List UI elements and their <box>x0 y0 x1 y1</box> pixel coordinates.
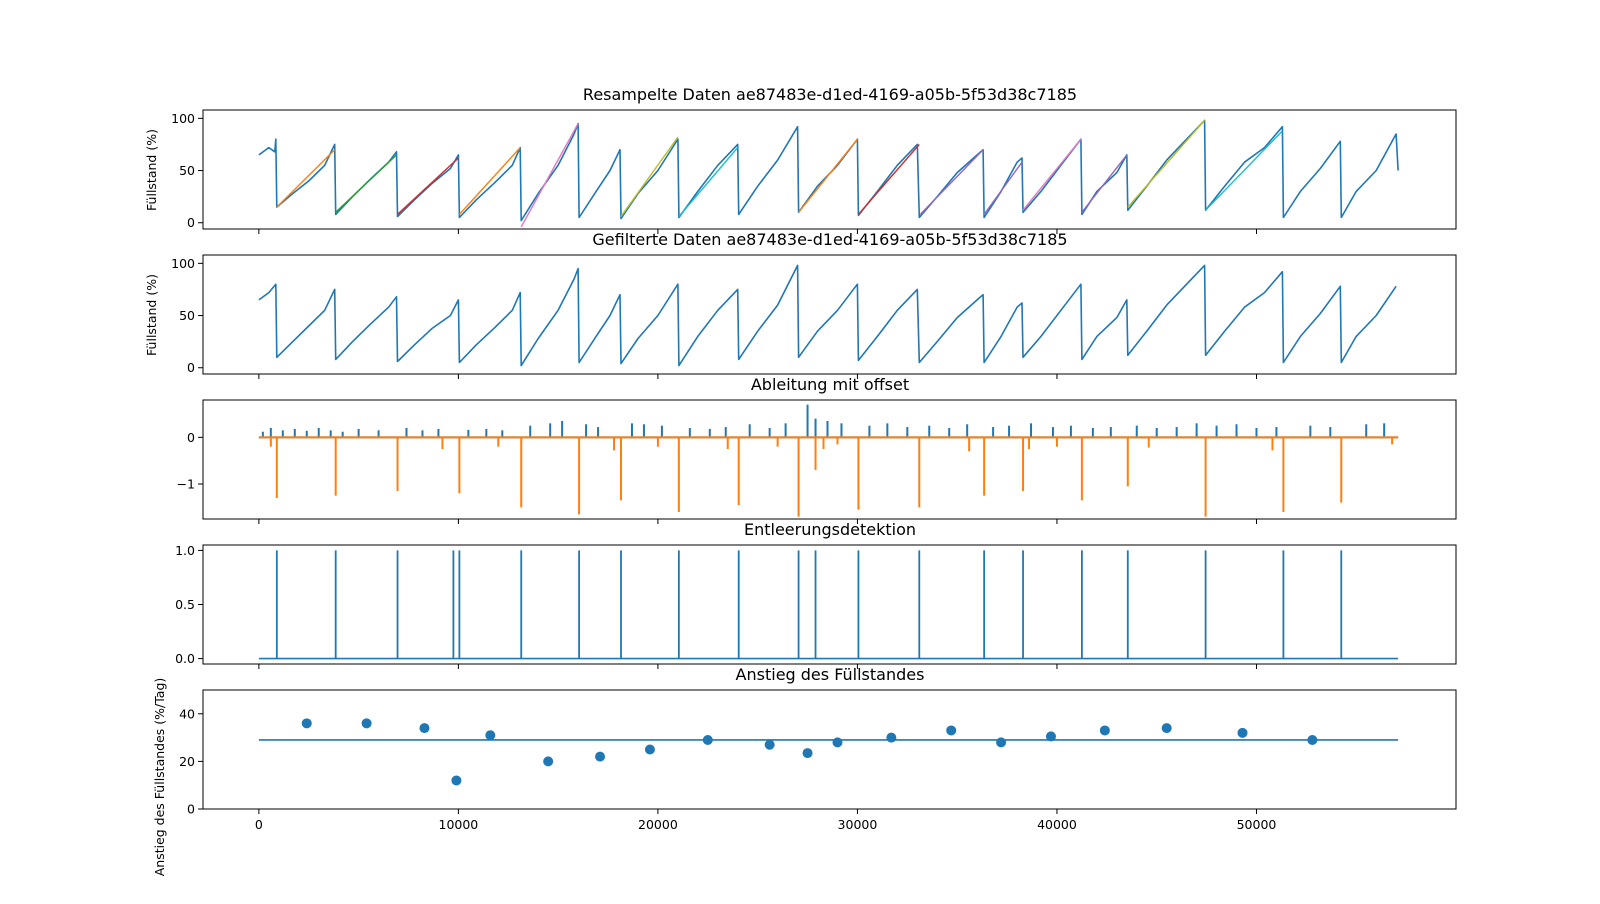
fill-rate-point <box>644 744 655 755</box>
x-tick-label: 0 <box>255 817 263 832</box>
fit-line-6 <box>620 136 679 217</box>
plot-area-1: 0 50 100 <box>171 111 1399 234</box>
fill-rate-point <box>702 734 713 745</box>
y-tick-label: 40 <box>179 706 195 721</box>
fill-rate-point <box>301 718 312 729</box>
fit-line-2 <box>335 154 397 213</box>
subplot-1-ylabel: Füllstand (%) <box>144 129 159 211</box>
x-tick-label: 10000 <box>439 817 479 832</box>
fit-line-11 <box>983 161 1023 215</box>
fit-line-9 <box>857 143 920 215</box>
fit-line-3 <box>397 157 459 215</box>
x-tick-label: 50000 <box>1237 817 1277 832</box>
fill-rate-point <box>361 718 372 729</box>
fill-rate-point <box>419 723 430 734</box>
fill-rate-point <box>1161 723 1172 734</box>
axes-frame-2 <box>202 254 1457 375</box>
y-tick-label: 0 <box>187 430 195 445</box>
fill-rate-point <box>1307 734 1318 745</box>
subplot-4-title: Entleerungsdetektion <box>744 520 916 539</box>
fit-line-14 <box>1127 119 1206 208</box>
plot-area-5: 0 20 40 0 10000 20000 30000 40000 50000 <box>179 706 1399 832</box>
fit-line-5 <box>520 123 579 228</box>
fill-rate-point <box>764 739 775 750</box>
fill-rate-point <box>595 751 606 762</box>
fit-line-8 <box>798 138 858 213</box>
x-tick-label: 20000 <box>638 817 678 832</box>
subplot-derivative: Ableitung mit offset 0 −1 <box>177 375 1457 524</box>
y-tick-label: 0 <box>187 360 195 375</box>
subplot-fill-rate: Anstieg des Füllstandes Anstieg des Füll… <box>152 665 1457 877</box>
fill-rate-point <box>946 725 957 736</box>
fill-rate-point <box>451 775 462 786</box>
fill-rate-point <box>1045 731 1056 742</box>
y-tick-label: 0.0 <box>175 651 195 666</box>
fill-rate-point <box>1099 725 1110 736</box>
y-tick-label: 100 <box>171 111 195 126</box>
subplot-1-title: Resampelte Daten ae87483e-d1ed-4169-a05b… <box>583 85 1077 104</box>
y-tick-label: 0 <box>187 215 195 230</box>
subplot-2-ylabel: Füllstand (%) <box>144 274 159 356</box>
fill-rate-point <box>802 748 813 759</box>
fit-line-7 <box>678 147 739 217</box>
y-tick-label: 0.5 <box>175 597 195 612</box>
fill-rate-point <box>485 730 496 741</box>
y-tick-label: 100 <box>171 256 195 271</box>
subplot-5-ylabel: Anstieg des Füllstandes (%/Tag) <box>152 678 167 877</box>
fit-line-12 <box>1022 138 1082 211</box>
fit-line-10 <box>919 149 984 215</box>
subplot-3-title: Ableitung mit offset <box>751 375 909 394</box>
fit-line-13 <box>1081 154 1128 213</box>
fill-rate-point <box>1237 727 1248 738</box>
subplot-resampled: Resampelte Daten ae87483e-d1ed-4169-a05b… <box>144 85 1457 234</box>
y-tick-label: 1.0 <box>175 543 195 558</box>
y-tick-label: 50 <box>179 308 195 323</box>
plot-area-2: 0 50 100 <box>171 256 1397 379</box>
fill-level-line <box>258 119 1399 222</box>
axes-frame-3 <box>202 399 1457 520</box>
fit-line-15 <box>1205 130 1283 211</box>
plot-area-4: 0.0 0.5 1.0 <box>175 543 1399 669</box>
x-tick-label: 30000 <box>838 817 878 832</box>
y-tick-label: 50 <box>179 163 195 178</box>
axes-frame-1 <box>202 109 1457 230</box>
x-tick-label: 40000 <box>1037 817 1077 832</box>
subplot-2-title: Gefilterte Daten ae87483e-d1ed-4169-a05b… <box>592 230 1067 249</box>
subplot-filtered: Gefilterte Daten ae87483e-d1ed-4169-a05b… <box>144 230 1457 379</box>
fill-rate-point <box>886 732 897 743</box>
subplot-5-title: Anstieg des Füllstandes <box>736 665 925 684</box>
y-tick-label: 20 <box>179 754 195 769</box>
fill-rate-point <box>996 737 1007 748</box>
y-tick-label: 0 <box>187 802 195 817</box>
fill-rate-point <box>543 756 554 767</box>
fit-line-4 <box>458 147 521 215</box>
plot-area-3: 0 −1 <box>177 404 1399 524</box>
fill-level-line <box>258 264 1397 367</box>
subplot-emptying-detection: Entleerungsdetektion 0.0 0.5 1.0 <box>175 520 1457 669</box>
fill-rate-point <box>832 737 843 748</box>
axes-frame-4 <box>202 544 1457 665</box>
fit-line-1 <box>276 149 336 208</box>
y-tick-label: −1 <box>177 477 195 492</box>
axes-frame-5 <box>202 689 1457 810</box>
